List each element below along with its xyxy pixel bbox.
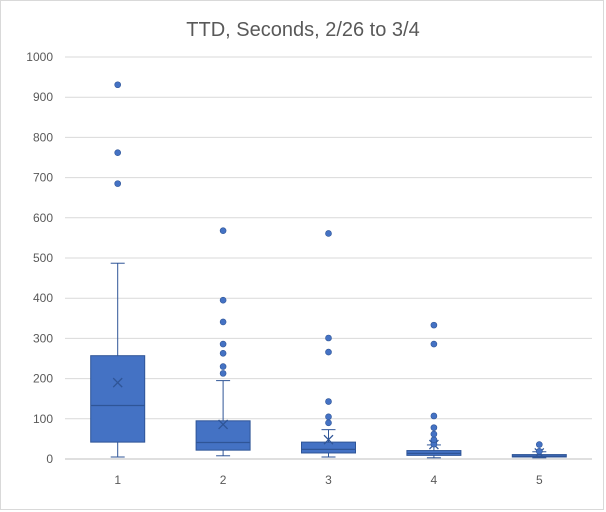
- x-axis-tick-labels: 1 2 3 4 5: [114, 473, 543, 487]
- box-category-1: [90, 81, 146, 458]
- x-tick-label: 4: [431, 473, 438, 487]
- outlier-point: [430, 340, 438, 348]
- box-category-3: [301, 230, 356, 458]
- outlier-point: [325, 398, 332, 405]
- outlier-point: [114, 149, 121, 156]
- outlier-point: [535, 441, 543, 448]
- grid-lines: [65, 56, 592, 460]
- x-tick-label: 1: [114, 473, 121, 487]
- mean-marker: [218, 419, 229, 430]
- mean-marker: [323, 434, 334, 445]
- outlier-point: [219, 227, 227, 234]
- outlier-point: [325, 419, 332, 427]
- box-category-2: [195, 227, 251, 457]
- outlier-point: [114, 180, 121, 187]
- outlier-point: [325, 334, 332, 342]
- outlier-point: [114, 81, 121, 89]
- y-tick-label: 900: [33, 90, 53, 104]
- outlier-point: [219, 340, 227, 348]
- outlier-point: [430, 436, 438, 444]
- y-tick-label: 1000: [26, 50, 53, 64]
- outlier-point: [219, 363, 227, 370]
- y-tick-label: 0: [46, 452, 53, 466]
- outlier-point: [219, 296, 227, 304]
- interquartile-box: [90, 355, 146, 443]
- outlier-point: [219, 370, 227, 377]
- interquartile-box: [301, 441, 356, 454]
- outlier-point: [430, 424, 438, 431]
- outlier-point: [430, 430, 438, 438]
- x-tick-label: 2: [220, 473, 227, 487]
- box-category-5: [511, 441, 567, 459]
- y-axis-tick-labels: 0 100 200 300 400 500 600 700 800 900 1000: [26, 50, 53, 466]
- y-tick-label: 100: [33, 412, 53, 426]
- outlier-point: [430, 412, 438, 420]
- chart-title: TTD, Seconds, 2/26 to 3/4: [186, 19, 419, 41]
- outlier-point: [219, 349, 227, 357]
- outlier-point: [325, 348, 332, 356]
- y-tick-label: 700: [33, 171, 53, 185]
- x-tick-label: 3: [325, 473, 332, 487]
- outlier-point: [325, 230, 332, 237]
- outlier-point: [430, 321, 438, 329]
- y-tick-label: 400: [33, 291, 53, 305]
- outlier-point: [535, 448, 543, 455]
- box-series: [90, 81, 567, 459]
- box-category-4: [406, 321, 462, 459]
- y-tick-label: 200: [33, 372, 53, 386]
- x-tick-label: 5: [536, 473, 543, 487]
- y-tick-label: 800: [33, 130, 53, 144]
- y-tick-label: 600: [33, 211, 53, 225]
- y-tick-label: 500: [33, 251, 53, 265]
- mean-marker: [112, 377, 123, 388]
- outlier-point: [219, 318, 227, 326]
- outlier-point: [325, 413, 332, 421]
- y-tick-label: 300: [33, 331, 53, 345]
- interquartile-box: [195, 420, 251, 451]
